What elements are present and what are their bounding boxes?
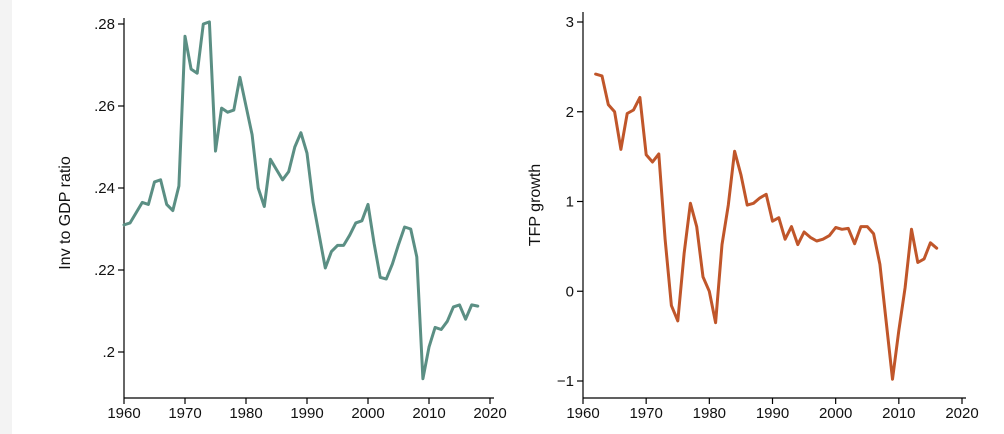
x-tick-label: 2020 [945,405,978,422]
margin-strip [0,0,12,434]
x-tick-label: 1990 [290,405,323,422]
x-tick-label: 1970 [629,405,662,422]
y-tick-label: 2 [566,104,574,121]
y-tick-label: .28 [94,16,115,33]
y-tick-label: −1 [557,373,574,390]
y-tick-label: .22 [94,262,115,279]
y-axis-title: Inv to GDP ratio [57,156,74,270]
x-tick-label: 2010 [412,405,445,422]
y-tick-label: 3 [566,14,574,31]
chart-panel-2: −1 0 1 2 3 1960 1970 1980 1990 2000 2010 2020 TFP gr… [527,12,979,422]
x-tick-label: 2020 [473,405,506,422]
x-tick-label: 1980 [693,405,726,422]
series-line [122,20,480,381]
x-tick-label: 2000 [351,405,384,422]
x-tick-label: 1970 [168,405,201,422]
y-axis-title: TFP growth [527,164,544,246]
y-tick-label: 1 [566,194,574,211]
x-tick-label: 1960 [107,405,140,422]
y-tick-label: .24 [94,180,115,197]
y-tick-label: 0 [566,283,574,300]
y-tick-label: .2 [102,344,115,361]
x-tick-label: 2010 [882,405,915,422]
y-tick-label: .26 [94,98,115,115]
x-tick-label: 1960 [566,405,599,422]
x-tick-label: 1980 [229,405,262,422]
series-line [594,72,939,381]
x-tick-label: 2000 [819,405,852,422]
x-tick-label: 1990 [756,405,789,422]
chart-panel-1: .2 .22 .24 .26 .28 1960 1970 1980 1990 2000 2010 20… [57,16,507,422]
